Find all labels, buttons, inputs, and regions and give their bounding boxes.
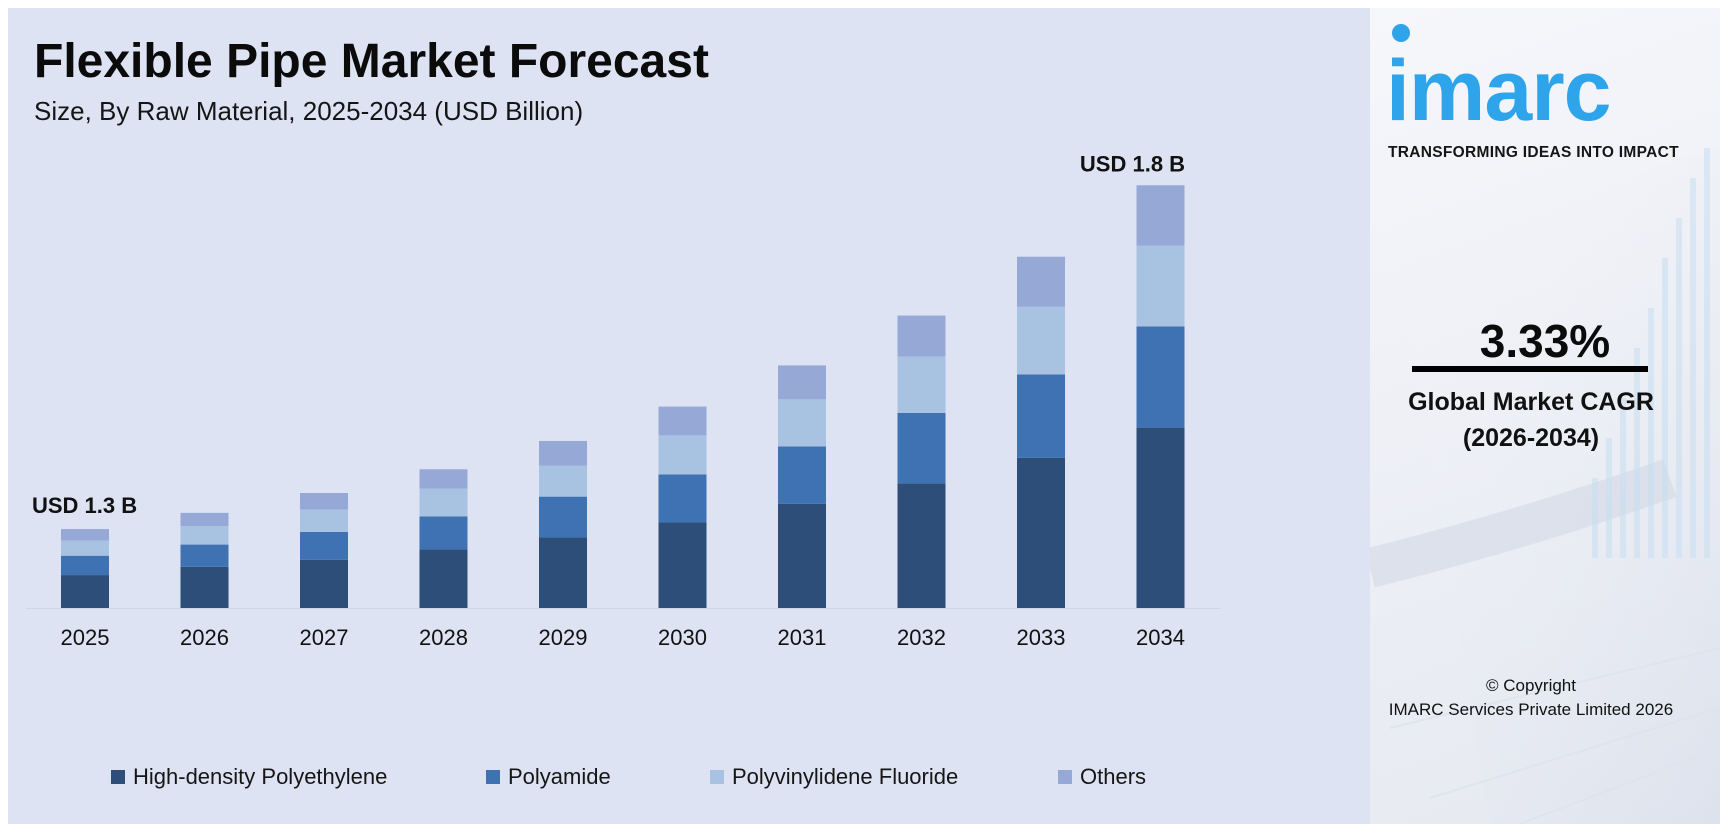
legend-label: Polyamide	[508, 764, 611, 789]
sidebar-panel: imarc TRANSFORMING IDEAS INTO IMPACT 3.3…	[1370, 8, 1720, 824]
bar-segment	[539, 440, 587, 466]
bar-segment	[1136, 245, 1185, 327]
x-tick-label: 2027	[300, 625, 349, 650]
bar-segment	[778, 365, 826, 400]
bar-segment	[1136, 185, 1185, 246]
bar-segment	[897, 483, 946, 608]
legend-swatch	[1058, 770, 1072, 784]
legend-swatch	[486, 770, 500, 784]
bar-segment	[61, 555, 109, 576]
bar-segment	[300, 509, 348, 532]
bar-segment	[1136, 427, 1185, 608]
bar-segment	[419, 549, 468, 608]
bar-segment	[300, 559, 348, 608]
legend-label: High-density Polyethylene	[133, 764, 388, 789]
x-tick-label: 2029	[539, 625, 588, 650]
bar-segment	[61, 575, 109, 608]
bar-segment	[658, 474, 707, 523]
imarc-logo: imarc	[1386, 43, 1611, 139]
legend-swatch	[710, 770, 724, 784]
x-tick-label: 2034	[1136, 625, 1185, 650]
legend-item: Polyvinylidene Fluoride	[710, 764, 958, 790]
legend-item: Polyamide	[486, 764, 611, 790]
copyright-company-line: IMARC Services Private Limited 2026	[1388, 700, 1674, 719]
cagr-label: Global Market CAGR (2026-2034)	[1370, 384, 1692, 456]
x-tick-label: 2033	[1017, 625, 1066, 650]
bar-segment	[300, 531, 348, 560]
bar-segment	[419, 469, 468, 489]
bar-segment	[658, 522, 707, 608]
legend-item: Others	[1058, 764, 1146, 790]
bar-segment	[61, 529, 109, 541]
chart-panel: Flexible Pipe Market Forecast Size, By R…	[8, 8, 1370, 824]
bar-segment	[897, 356, 946, 413]
bar-segment	[61, 540, 109, 556]
bar-segment	[539, 496, 587, 538]
bar-segment	[180, 544, 229, 567]
bar-segment	[1017, 374, 1065, 458]
cagr-label-line2: (2026-2034)	[1462, 424, 1600, 452]
infographic-frame: Flexible Pipe Market Forecast Size, By R…	[8, 8, 1720, 824]
x-tick-label: 2031	[778, 625, 827, 650]
cagr-divider	[1412, 366, 1648, 372]
legend-label: Others	[1080, 764, 1147, 789]
bar-segment	[1017, 457, 1065, 608]
bar-segment	[180, 566, 229, 608]
bar-segment	[419, 488, 468, 517]
bar-segment	[897, 412, 946, 484]
x-tick-label: 2026	[180, 625, 229, 650]
bar-segment	[180, 526, 229, 545]
x-tick-label: 2030	[658, 625, 707, 650]
x-tick-label: 2028	[419, 625, 468, 650]
cagr-label-line1: Global Market CAGR	[1408, 388, 1654, 416]
legend-swatch	[111, 770, 125, 784]
bar-segment	[1136, 326, 1185, 428]
chart-title: Flexible Pipe Market Forecast	[34, 35, 709, 88]
background-chart-decoration	[1370, 148, 1720, 824]
bar-segment	[1017, 306, 1065, 375]
chart-subtitle: Size, By Raw Material, 2025-2034 (USD Bi…	[34, 96, 584, 126]
legend-item: High-density Polyethylene	[111, 764, 387, 790]
logo-dot	[1392, 24, 1410, 42]
bar-segment	[539, 465, 587, 497]
legend-label: Polyvinylidene Fluoride	[732, 764, 959, 789]
bar-segment	[419, 516, 468, 550]
bar-segment	[897, 315, 946, 357]
bar-segment	[539, 537, 587, 608]
bar-segment	[658, 435, 707, 475]
chart-legend: High-density Polyethylene Polyamide Polyvi…	[8, 764, 1370, 804]
bar-segment	[778, 503, 826, 608]
copyright-symbol-line: © Copyright	[1485, 676, 1576, 695]
bar-segment	[778, 399, 826, 447]
cagr-value: 3.33%	[1479, 315, 1611, 367]
logo-tagline: TRANSFORMING IDEAS INTO IMPACT	[1388, 144, 1679, 161]
end-value-label: USD 1.8 B	[1080, 151, 1185, 176]
bar-segment	[658, 406, 707, 436]
bar-segment	[300, 493, 348, 510]
bar-segment	[180, 512, 229, 527]
bar-segment	[778, 446, 826, 504]
start-value-label: USD 1.3 B	[32, 493, 137, 518]
x-tick-label: 2032	[897, 625, 946, 650]
x-tick-label: 2025	[61, 625, 110, 650]
stacked-bar-chart: 2025 2026 2027 2028 2029 2030 2031 2032 2033 2034…	[26, 151, 1220, 650]
bar-segment	[1017, 256, 1065, 307]
